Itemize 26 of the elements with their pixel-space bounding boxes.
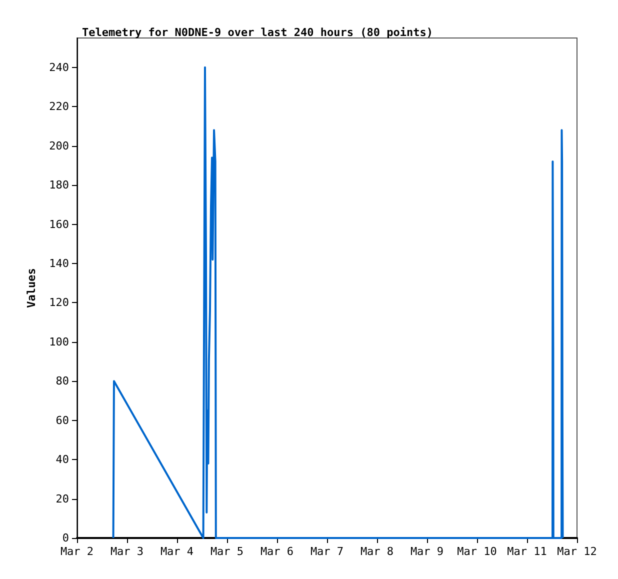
y-tick-label: 160: [49, 218, 69, 231]
y-tick-label: 200: [49, 139, 69, 152]
y-tick-label: 80: [56, 374, 69, 388]
y-tick-label: 240: [49, 60, 69, 74]
x-tick-label: Mar 11: [507, 545, 547, 558]
y-tick-label: 40: [56, 453, 69, 466]
x-tick-label: Mar 10: [457, 545, 497, 558]
y-tick-label: 220: [49, 100, 69, 114]
y-tick-label: 20: [56, 492, 69, 506]
x-tick-label: Mar 12: [557, 545, 597, 558]
y-axis-title: Values: [25, 268, 38, 308]
y-tick-label: 0: [62, 532, 69, 544]
x-tick-label: Mar 4: [160, 545, 194, 558]
y-tick-label: 140: [49, 256, 69, 270]
x-tick-label: Mar 3: [110, 545, 144, 558]
x-tick-label: Mar 2: [60, 545, 94, 558]
y-tick-label: 100: [49, 335, 69, 348]
y-tick-label: 120: [49, 296, 69, 310]
x-tick-label: Mar 6: [260, 545, 294, 558]
y-tick-label: 180: [49, 178, 69, 192]
x-tick-label: Mar 8: [360, 545, 394, 558]
chart-title: Telemetry for N0DNE-9 over last 240 hours (80 points): [82, 26, 433, 39]
x-tick-label: Mar 7: [310, 545, 344, 558]
x-tick-label: Mar 5: [210, 545, 244, 558]
y-tick-label: 60: [56, 414, 69, 427]
x-tick-label: Mar 9: [410, 545, 444, 558]
